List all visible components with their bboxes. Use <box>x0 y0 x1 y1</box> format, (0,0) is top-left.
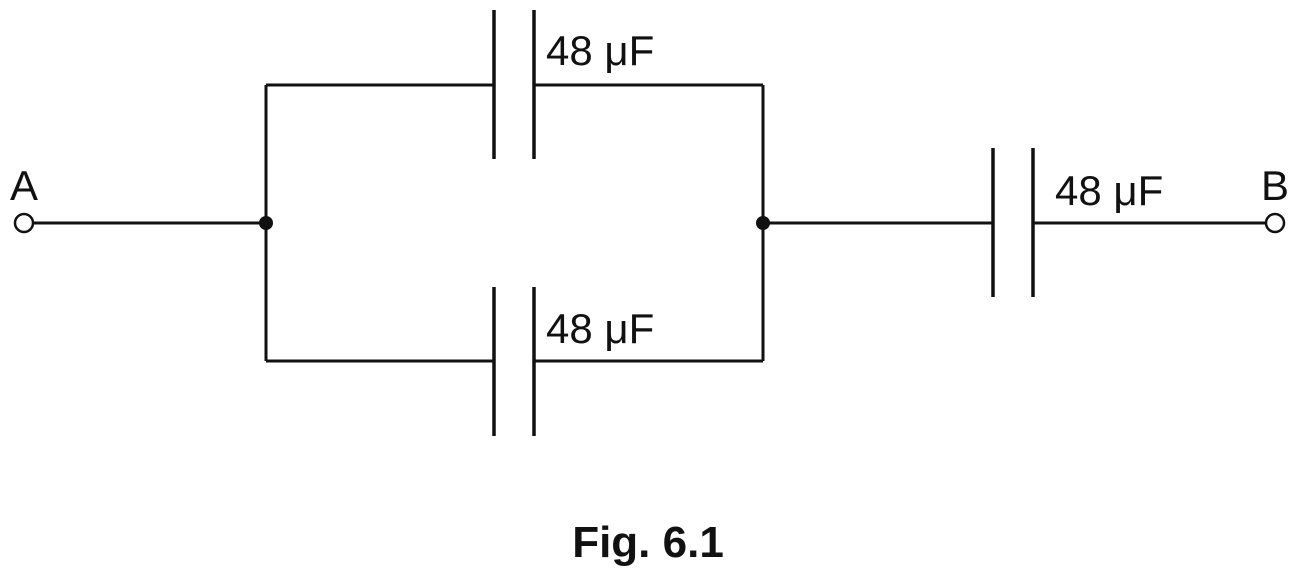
capacitor-bottom-label: 48 μF <box>546 305 654 352</box>
terminal-b-label: B <box>1261 162 1289 209</box>
capacitor-bottom <box>492 287 536 436</box>
terminal-a-label: A <box>10 162 38 209</box>
capacitor-series <box>991 148 1035 297</box>
junction-right-dot <box>756 216 770 230</box>
junction-left-dot <box>259 216 273 230</box>
terminal-b-circle <box>1264 212 1286 234</box>
figure-caption: Fig. 6.1 <box>572 518 724 567</box>
terminal-a-circle <box>13 212 35 234</box>
capacitor-top <box>492 10 536 159</box>
capacitor-series-label: 48 μF <box>1055 167 1163 214</box>
capacitor-top-label: 48 μF <box>546 27 654 74</box>
